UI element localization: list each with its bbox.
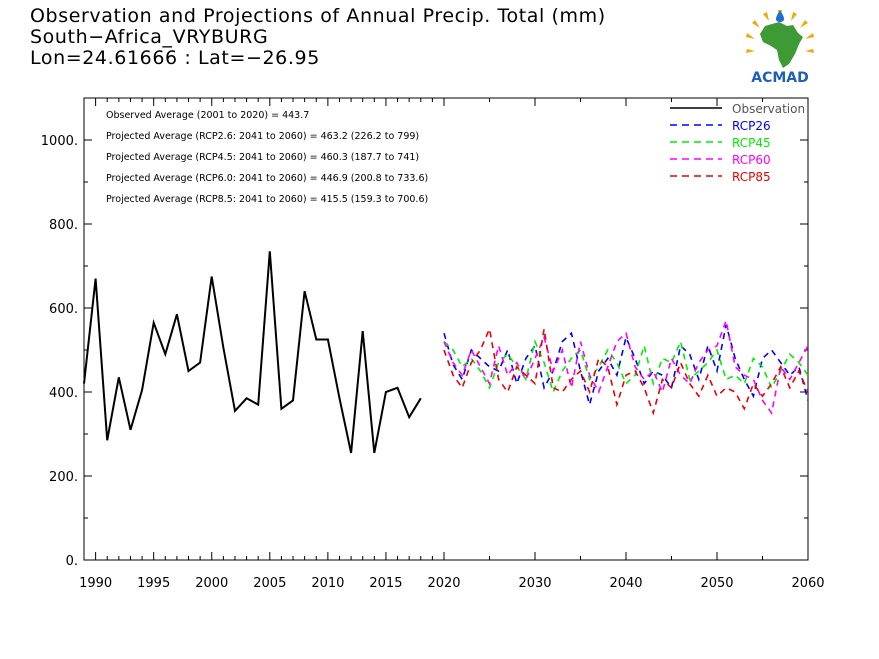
stat-line: Projected Average (RCP8.5: 2041 to 2060)… (106, 194, 428, 205)
legend-label-rcp85: RCP85 (732, 170, 771, 184)
logo-text: ACMAD (751, 70, 809, 86)
y-tick-label: 400. (49, 386, 78, 401)
water-drop-icon (776, 10, 784, 22)
acmad-logo: ACMAD (746, 10, 814, 86)
x-tick-label: 2040 (609, 576, 642, 591)
chart-title: Observation and Projections of Annual Pr… (30, 5, 606, 27)
x-tick-label: 2010 (311, 576, 344, 591)
x-tick-label: 2060 (791, 576, 824, 591)
legend-label-rcp45: RCP45 (732, 136, 771, 150)
x-tick-label: 2015 (369, 576, 402, 591)
x-tick-label: 2005 (253, 576, 286, 591)
x-tick-label: 1990 (79, 576, 112, 591)
legend-label-rcp26: RCP26 (732, 119, 771, 133)
series-line-rcp60 (443, 317, 809, 415)
stat-line: Projected Average (RCP6.0: 2041 to 2060)… (106, 173, 428, 184)
y-tick-label: 600. (49, 302, 78, 317)
stats-annotations: Observed Average (2001 to 2020) = 443.7 P… (106, 110, 428, 205)
y-tick-label: 0. (66, 554, 78, 569)
station-coordinates: Lon=24.61666 : Lat=−26.95 (30, 47, 320, 69)
station-name: South−Africa_VRYBURG (30, 26, 269, 48)
x-tick-label: 2050 (700, 576, 733, 591)
stat-line: Observed Average (2001 to 2020) = 443.7 (106, 110, 309, 121)
africa-icon (760, 22, 803, 68)
stat-line: Projected Average (RCP4.5: 2041 to 2060)… (106, 152, 419, 163)
legend-label-observation: Observation (732, 102, 805, 116)
chart-title-block: Observation and Projections of Annual Pr… (30, 6, 606, 69)
x-tick-label: 1995 (137, 576, 170, 591)
y-tick-label: 1000. (41, 134, 78, 149)
series-line-rcp26 (443, 324, 809, 408)
series-line-observation (83, 251, 422, 454)
legend-label-rcp60: RCP60 (732, 153, 771, 167)
x-tick-label: 2030 (518, 576, 551, 591)
plot-frame (83, 97, 809, 561)
y-tick-label: 200. (49, 470, 78, 485)
series-layer (83, 251, 809, 454)
series-line-rcp45 (443, 339, 809, 395)
x-tick-label: 2020 (427, 576, 460, 591)
y-tick-label: 800. (49, 218, 78, 233)
x-tick-label: 2000 (195, 576, 228, 591)
chart-axes: 0. 200. 400. 600. 800. 1000. 1990 1995 2000 2005 2… (41, 97, 825, 591)
stat-line: Projected Average (RCP2.6: 2041 to 2060)… (106, 131, 419, 142)
chart-legend: Observation RCP26 RCP45 RCP60 RCP85 (670, 102, 805, 184)
